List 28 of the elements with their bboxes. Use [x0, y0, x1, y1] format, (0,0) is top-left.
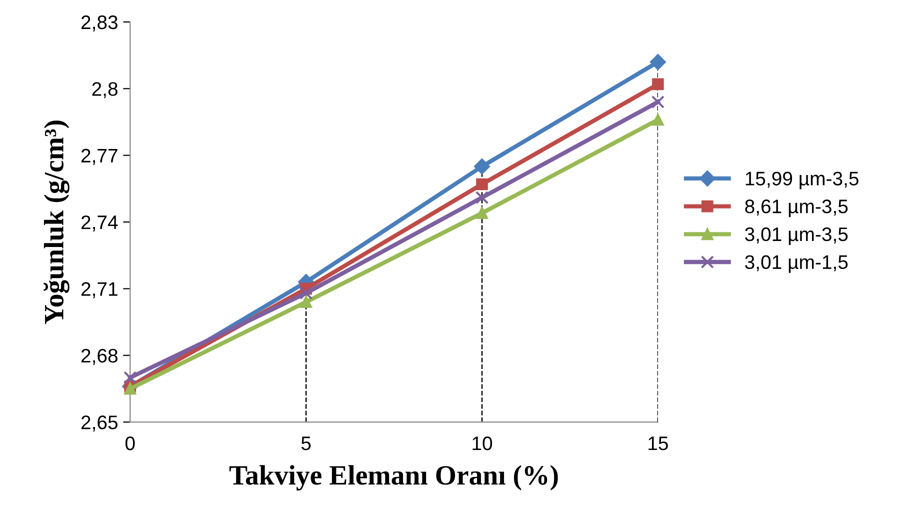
- x-tick-label: 10: [472, 436, 492, 450]
- point: [652, 78, 664, 90]
- point: [651, 95, 665, 109]
- x-tick-label: 15: [648, 436, 668, 450]
- point: [652, 114, 664, 126]
- y-tick-label: 2,8: [92, 82, 118, 98]
- legend-label: 8,61 µm-3,5: [745, 200, 848, 218]
- y-tick-label: 2,77: [81, 148, 118, 165]
- point: [124, 371, 137, 384]
- y-tick-label: 2,74: [81, 215, 118, 232]
- y-tick-label: 2,71: [81, 282, 118, 298]
- point: [299, 286, 313, 300]
- y-tick-label: 2,68: [81, 348, 118, 365]
- x-axis-title: Takviye Elemanı Oranı (%): [229, 465, 558, 490]
- legend-label: 15,99 µm-3,5: [746, 172, 858, 190]
- point: [476, 178, 488, 190]
- point: [476, 207, 488, 220]
- x-tick-label: 5: [301, 436, 311, 450]
- y-tick-label: 2,83: [81, 15, 118, 32]
- y-axis-title: Yoğunluk (g/cm³): [44, 120, 70, 324]
- y-tick-label: 2,65: [81, 416, 118, 432]
- point: [650, 54, 666, 70]
- legend-label: 3,01 µm-1,5: [745, 255, 848, 273]
- point: [474, 158, 490, 174]
- point: [475, 190, 489, 204]
- point: [300, 296, 312, 308]
- x-tick-label: 0: [125, 436, 135, 450]
- legend-label: 3,01 µm-3,5: [745, 227, 848, 245]
